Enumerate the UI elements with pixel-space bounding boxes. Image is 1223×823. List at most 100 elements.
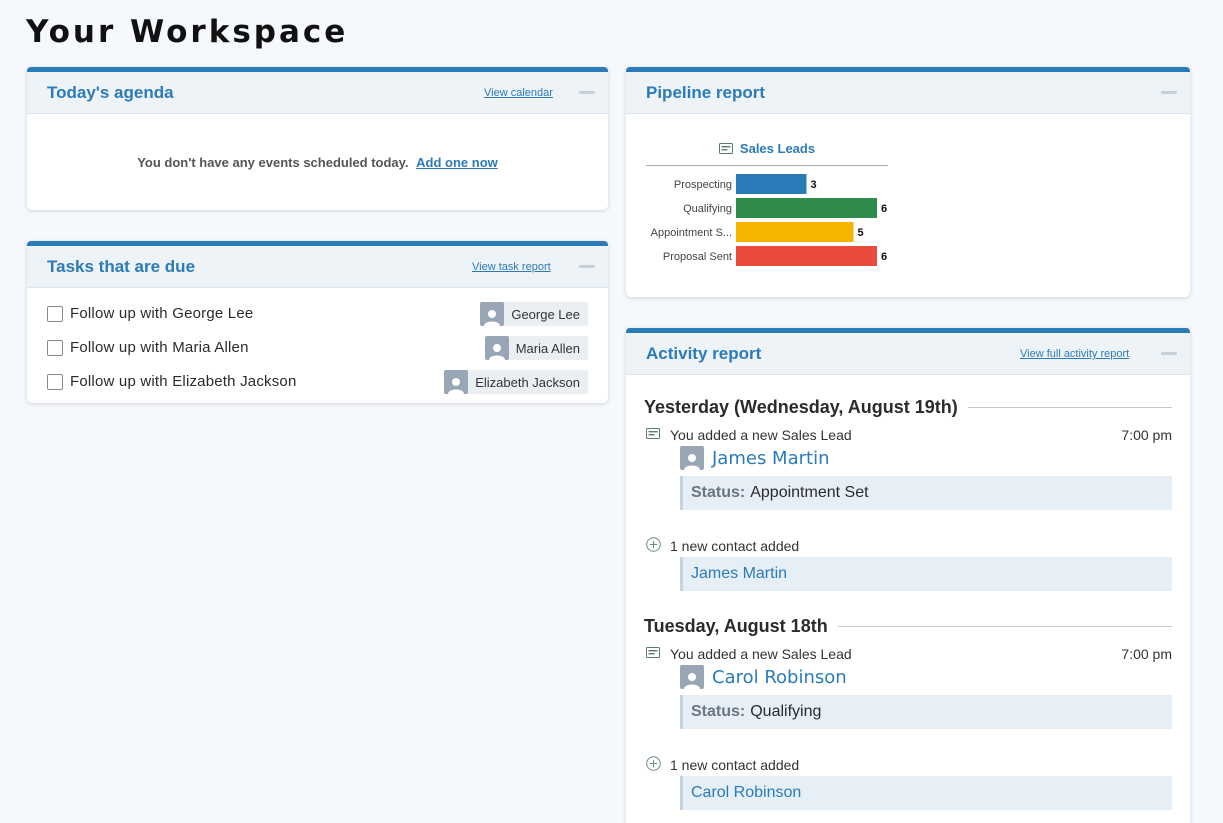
task-label: Follow up with Maria Allen [70,339,249,356]
task-checkbox[interactable] [47,374,63,390]
agenda-empty-text: You don't have any events scheduled toda… [137,155,409,170]
chart-title-row: Sales Leads [646,140,888,166]
activity-header: Activity report View full activity repor… [626,333,1190,375]
pipeline-card: Pipeline report Sales Leads Prospecting 3… [626,67,1190,297]
activity-title: Activity report [646,344,762,363]
user-icon [684,673,700,689]
task-label: Follow up with Elizabeth Jackson [70,373,297,390]
user-icon [488,344,505,360]
bar[interactable] [736,198,877,218]
agenda-header: Today's agenda View calendar [27,72,608,114]
user-icon [448,378,465,394]
sales-lead-icon [646,428,660,439]
view-full-activity-link[interactable]: View full activity report [1020,348,1130,360]
contact-event-text: 1 new contact added [670,757,800,773]
user-icon [684,454,700,470]
bar[interactable] [736,246,877,266]
activity-collapse-button[interactable] [1161,352,1177,355]
task-row: Follow up with George Lee George Lee [47,302,588,326]
assignee-badge[interactable]: George Lee [480,302,588,326]
assignee-name: Elizabeth Jackson [475,374,580,390]
category-label: Appointment S... [651,227,732,239]
bar[interactable] [736,174,807,194]
avatar [444,370,469,394]
user-icon [484,310,501,326]
data-label: 3 [811,179,817,191]
lead-event-line: You added a new Sales Lead 7:00 pm [646,645,1172,663]
pipeline-collapse-button[interactable] [1161,91,1177,94]
lead-name-link[interactable]: James Martin [712,447,830,469]
contact-event-text: 1 new contact added [670,538,800,554]
bar-chart-svg: Prospecting 3 Qualifying 6 Appointment S... 5… [651,174,887,266]
contact-event-line: 1 new contact added [646,537,1172,555]
avatar [484,336,509,360]
day-heading: Tuesday, August 18th [644,614,1172,638]
status-box: Status: Appointment Set [680,476,1172,510]
day-heading-text: Yesterday (Wednesday, August 19th) [644,396,958,417]
event-time: 7:00 pm [1121,646,1172,662]
agenda-empty-message: You don't have any events scheduled toda… [27,155,608,170]
divider [837,625,1172,627]
status-box: Status: Qualifying [680,695,1172,729]
view-calendar-link[interactable]: View calendar [484,87,553,99]
lead-event-text: You added a new Sales Lead [670,646,852,662]
agenda-card: Today's agenda View calendar You don't h… [27,67,608,210]
task-row: Follow up with Maria Allen Maria Allen [47,336,588,360]
assignee-name: George Lee [511,306,580,322]
pipeline-header: Pipeline report [626,72,1190,114]
activity-body: Yesterday (Wednesday, August 19th) You a… [626,375,1190,823]
plus-circle-icon [646,756,661,771]
lead-event-text: You added a new Sales Lead [670,427,852,443]
contact-box: Carol Robinson [680,776,1172,810]
contact-event-line: 1 new contact added [646,756,1172,774]
lead-name-link[interactable]: Carol Robinson [712,666,847,688]
category-label: Proposal Sent [663,251,732,263]
add-event-link[interactable]: Add one now [416,155,498,170]
tasks-collapse-button[interactable] [579,265,595,268]
agenda-collapse-button[interactable] [579,91,595,94]
tasks-title: Tasks that are due [47,257,196,276]
bar[interactable] [736,222,854,242]
status-value: Qualifying [750,703,822,720]
divider [967,406,1172,408]
task-checkbox[interactable] [47,306,63,322]
lead-name-row[interactable]: Carol Robinson [680,665,847,689]
task-label: Follow up with George Lee [70,305,254,322]
avatar [480,302,505,326]
data-label: 6 [881,251,887,263]
day-heading-text: Tuesday, August 18th [644,615,828,636]
contact-name-link[interactable]: Carol Robinson [691,784,802,801]
sales-lead-icon [646,647,660,658]
task-checkbox[interactable] [47,340,63,356]
data-label: 5 [858,227,864,239]
status-label: Status: [691,484,746,501]
chart-title-text: Sales Leads [739,141,816,156]
assignee-badge[interactable]: Elizabeth Jackson [444,370,588,394]
category-label: Prospecting [674,179,732,191]
sales-lead-icon [718,143,733,154]
agenda-title: Today's agenda [47,83,174,102]
lead-event-line: You added a new Sales Lead 7:00 pm [646,426,1172,444]
assignee-name: Maria Allen [515,340,580,356]
contact-name-link[interactable]: James Martin [691,565,788,582]
contact-box: James Martin [680,557,1172,591]
tasks-card: Tasks that are due View task report Foll… [27,241,608,403]
agenda-body: You don't have any events scheduled toda… [27,114,608,210]
activity-card: Activity report View full activity repor… [626,328,1190,823]
event-time: 7:00 pm [1121,427,1172,443]
chart-title: Sales Leads [718,141,816,156]
pipeline-title: Pipeline report [646,83,766,102]
category-label: Qualifying [683,203,732,215]
tasks-header: Tasks that are due View task report [27,246,608,288]
view-task-report-link[interactable]: View task report [472,261,551,273]
assignee-badge[interactable]: Maria Allen [484,336,588,360]
task-row: Follow up with Elizabeth Jackson Elizabe… [47,370,588,394]
status-value: Appointment Set [750,484,869,501]
status-label: Status: [691,703,746,720]
lead-name-row[interactable]: James Martin [680,446,829,470]
plus-circle-icon [646,537,661,552]
page-title: Your Workspace [26,14,349,50]
day-heading: Yesterday (Wednesday, August 19th) [644,395,1172,419]
sales-leads-chart: Prospecting 3 Qualifying 6 Appointment S... 5… [626,172,926,272]
avatar [680,446,704,470]
